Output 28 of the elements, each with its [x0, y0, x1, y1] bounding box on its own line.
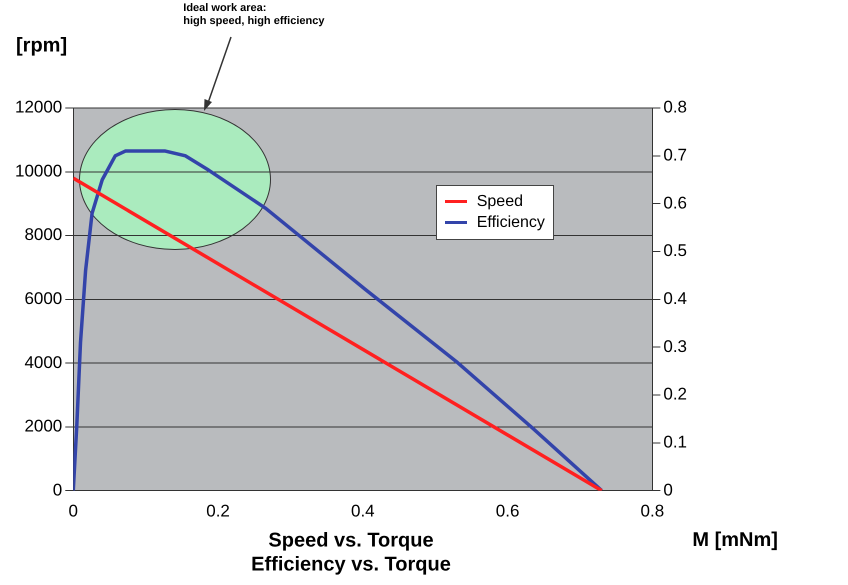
- x-tick-label: 0.6: [496, 501, 520, 520]
- y2-tick-label: 0.4: [663, 288, 688, 308]
- y2-tick-label: 0.1: [663, 432, 688, 452]
- text: Efficiency vs. Torque: [251, 554, 451, 576]
- y2-tick-label: 0: [663, 480, 673, 500]
- y-tick-label: 2000: [24, 416, 62, 436]
- y-tick-label: 8000: [24, 225, 62, 244]
- text: Speed vs. Torque: [268, 530, 434, 552]
- legend-label: Efficiency: [476, 214, 545, 232]
- y-tick-label: 4000: [24, 352, 62, 372]
- x-axis-title: M [mNm]: [692, 529, 778, 552]
- y-axis-title: [rpm]: [16, 34, 68, 57]
- y-tick-label: 0: [52, 480, 62, 500]
- legend-label: Speed: [476, 192, 523, 211]
- y2-tick-label: 0.8: [663, 98, 688, 117]
- text: Ideal work area: high speed, high efficiency: [183, 2, 324, 28]
- y2-tick-label: 0.2: [663, 384, 688, 404]
- y2-tick-label: 0.7: [663, 146, 688, 165]
- x-tick-label: 0.8: [640, 501, 664, 520]
- y-tick-label: 6000: [24, 288, 62, 308]
- y2-tick-label: 0.6: [663, 193, 688, 212]
- x-tick-label: 0: [68, 501, 78, 520]
- x-tick-label: 0.2: [206, 501, 230, 520]
- y-tick-label: 12000: [14, 98, 62, 117]
- x-tick-label: 0.4: [351, 501, 375, 520]
- y2-tick-label: 0.3: [663, 336, 688, 356]
- y-tick-label: 10000: [14, 161, 62, 180]
- y2-tick-label: 0.5: [663, 241, 688, 260]
